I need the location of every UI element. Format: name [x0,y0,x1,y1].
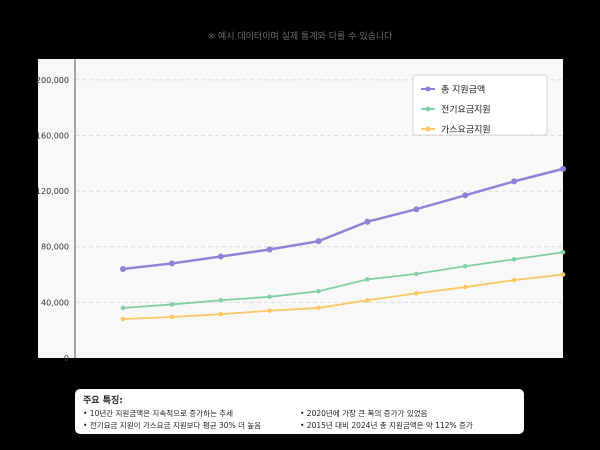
key-features-box: 주요 특징: • 10년간 지원금액은 지속적으로 증가하는 추세 • 2020… [75,389,524,434]
data-point [414,291,419,296]
data-point [414,271,419,277]
data-point [462,192,469,199]
data-point [267,308,272,314]
data-point [462,284,468,290]
data-point [511,256,517,262]
data-point [120,265,126,272]
legend-swatch-marker [425,126,431,132]
data-point [560,165,566,172]
key-feature-item: • 2015년 대비 2024년 총 지원금액은 약 112% 증가 [300,421,473,430]
legend-label: 전기요금지원 [441,105,491,116]
series-line [122,251,564,309]
chart-subtitle: ※ 예시 데이터이며 실제 통계와 다를 수 있습니다 [207,32,393,42]
data-point [316,305,321,311]
data-point [169,314,175,320]
data-point [266,246,273,253]
data-point [315,238,322,245]
data-point [218,311,224,317]
data-point [316,288,321,294]
y-tick-label: 120,000 [36,187,69,196]
y-tick-label: 200,000 [36,76,69,85]
data-point [365,297,370,303]
legend-label: 총 지원금액 [441,84,485,96]
data-point [511,277,517,283]
data-point [218,297,224,303]
key-features-title: 주요 특징: [83,396,123,406]
data-point [217,253,224,260]
data-point [120,305,126,311]
legend-swatch-marker [425,86,431,92]
key-features-list: • 10년간 지원금액은 지속적으로 증가하는 추세 • 2020년에 가장 큰… [83,409,516,431]
data-point [462,263,468,269]
y-tick-label: 160,000 [36,131,69,140]
data-point [560,272,566,277]
y-tick-label: 0 [64,354,69,363]
data-point [365,277,370,282]
legend-box [412,74,548,136]
data-point [364,218,371,225]
y-tick-label: 40,000 [41,298,69,307]
data-point [267,294,272,300]
data-point [413,206,420,213]
data-point [560,250,566,255]
data-point [120,316,126,322]
key-feature-item: • 전기요금 지원이 가스요금 지원보다 평균 30% 더 높음 [83,421,262,430]
data-point [511,178,518,185]
y-tick-label: 80,000 [41,243,69,252]
legend-label: 가스요금지원 [441,125,491,136]
key-feature-item: • 2020년에 가장 큰 폭의 증가가 있었음 [300,409,428,418]
key-feature-item: • 10년간 지원금액은 지속적으로 증가하는 추세 [83,409,234,418]
legend-swatch-marker [425,106,431,112]
series-line [122,167,564,271]
series-line [122,273,564,320]
data-point [168,260,175,267]
data-point [169,302,175,307]
